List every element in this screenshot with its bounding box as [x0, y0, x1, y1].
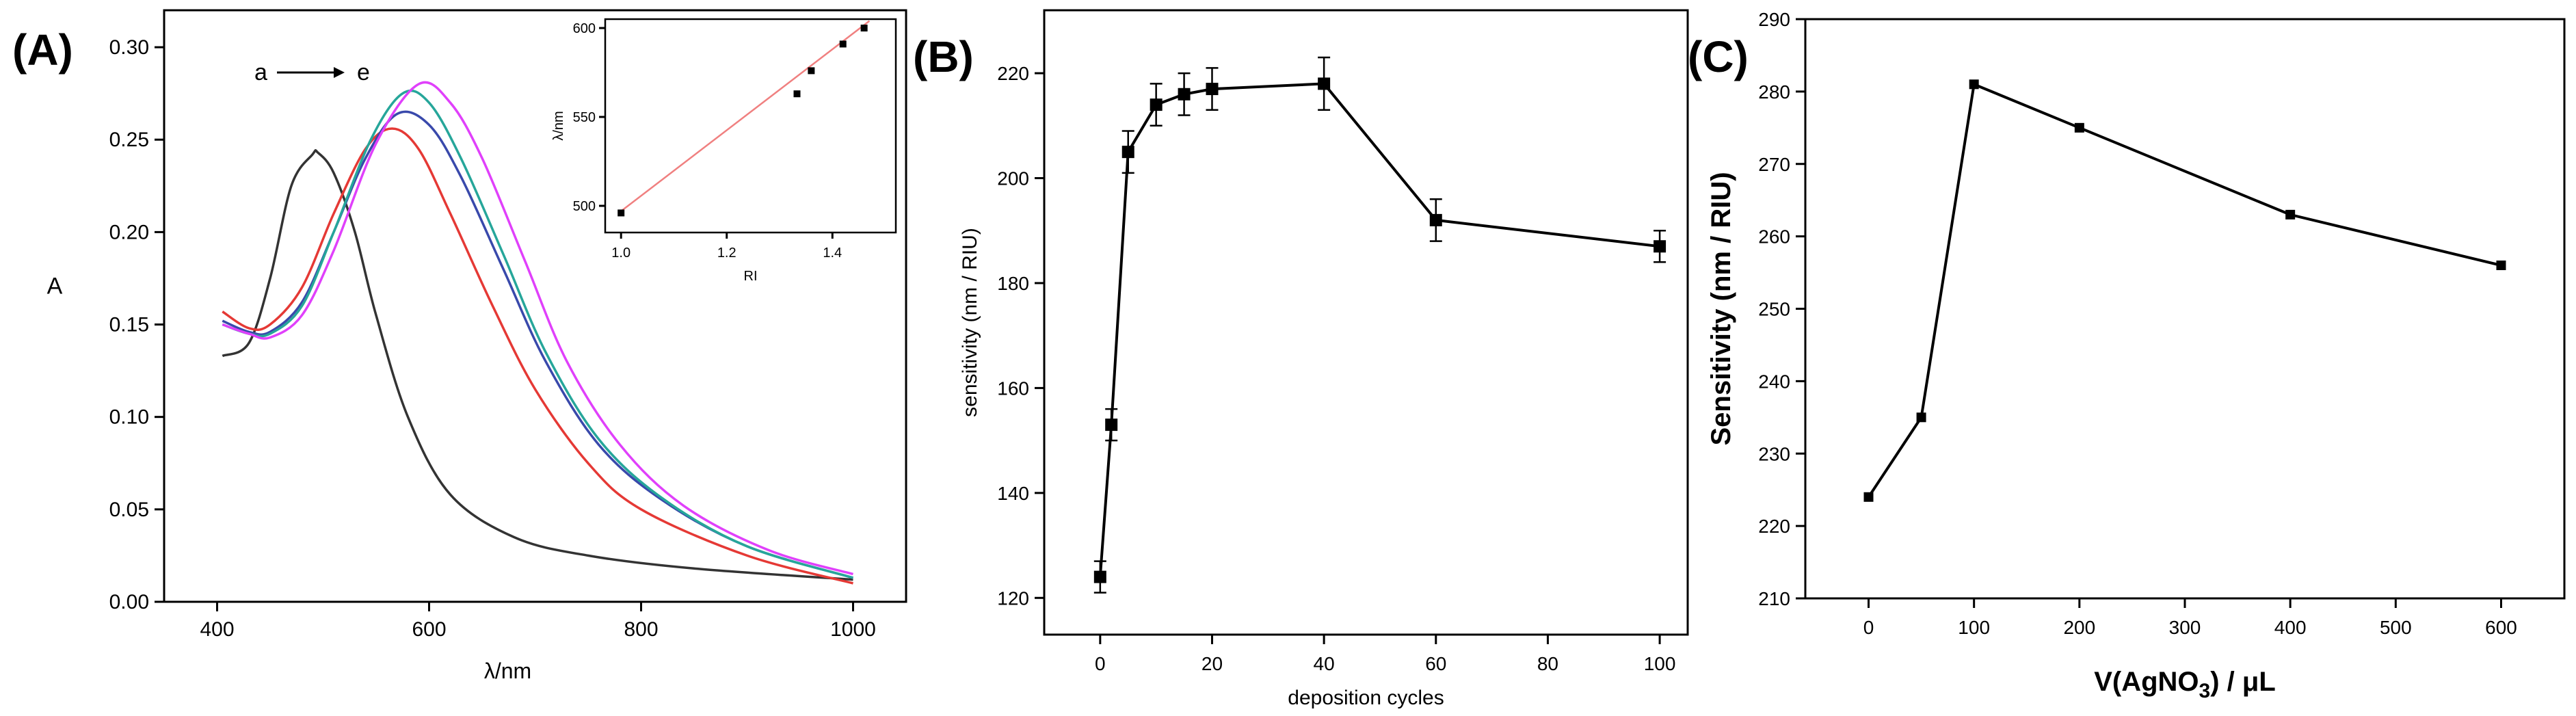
- y-tick-label: 230: [1758, 443, 1790, 464]
- inset-data-point: [618, 209, 625, 217]
- y-tick-label: 270: [1758, 154, 1790, 175]
- x-tick-label: 0: [1095, 653, 1106, 674]
- y-tick-label: 0.25: [109, 129, 149, 151]
- x-tick-label: 600: [2485, 617, 2517, 638]
- panel-a-plot-frame: [163, 9, 907, 603]
- inset-x-tick-label: 1.0: [611, 246, 630, 261]
- y-tick-label: 0.30: [109, 36, 149, 59]
- y-axis-label: Sensitivity (nm / RIU): [1706, 172, 1736, 445]
- spectrum-curve-3: [222, 89, 854, 579]
- annotation-start-label: a: [254, 59, 267, 85]
- x-axis-label: deposition cycles: [1288, 687, 1444, 709]
- inset-data-point: [793, 90, 801, 98]
- data-point: [1093, 570, 1106, 583]
- y-tick-label: 0.15: [109, 314, 149, 336]
- x-axis-label: λ/nm: [484, 659, 531, 683]
- x-tick-label: 200: [2063, 617, 2095, 638]
- y-tick-label: 220: [997, 63, 1029, 84]
- y-tick-label: 260: [1758, 226, 1790, 248]
- y-tick-label: 200: [997, 168, 1029, 189]
- data-point: [2285, 209, 2296, 220]
- inset-data-point: [808, 67, 815, 75]
- x-tick-label: 600: [412, 618, 446, 641]
- chart-panel-c: 0 100 200 300 400 500 600 210 220 230 240 250 260 270…: [1706, 9, 2566, 702]
- inset-data-point: [860, 25, 868, 31]
- x-tick-label: 80: [1537, 653, 1558, 674]
- panel-label-c: (C): [1688, 32, 1749, 81]
- y-tick-label: 280: [1758, 81, 1790, 103]
- inset-frame: [604, 18, 897, 234]
- panel-b-plot-frame: [1043, 9, 1689, 636]
- y-axis-label: sensitivity (nm / RIU): [959, 228, 981, 417]
- x-tick-label: 500: [2380, 617, 2412, 638]
- data-point: [2496, 260, 2506, 270]
- y-tick-label: 140: [997, 483, 1029, 504]
- x-tick-label: 100: [1644, 653, 1676, 674]
- data-point: [1121, 146, 1134, 159]
- y-tick-label: 0.10: [109, 406, 149, 429]
- x-tick-label: 1000: [830, 618, 876, 641]
- inset-x-axis-label: RI: [744, 269, 758, 284]
- y-tick-label: 240: [1758, 371, 1790, 392]
- data-point: [1916, 412, 1926, 423]
- x-tick-label: 100: [1958, 617, 1990, 638]
- data-point: [1178, 88, 1191, 101]
- series-line: [1098, 82, 1660, 577]
- inset-x-tick-label: 1.4: [823, 246, 842, 261]
- x-tick-label: 40: [1314, 653, 1335, 674]
- panel-label-b: (B): [913, 32, 974, 81]
- y-tick-label: 250: [1758, 299, 1790, 320]
- x-tick-label: 300: [2169, 617, 2201, 638]
- y-tick-label: 220: [1758, 516, 1790, 537]
- inset-y-tick-label: 500: [573, 199, 596, 214]
- y-axis-label: A: [47, 274, 63, 300]
- annotation-arrowhead: [334, 67, 345, 78]
- annotation-end-label: e: [357, 59, 370, 85]
- y-tick-label: 210: [1758, 588, 1790, 609]
- series-line: [1867, 82, 2501, 498]
- x-tick-label: 800: [624, 618, 658, 641]
- data-point: [1969, 79, 1979, 90]
- chart-panel-a: 400 600 800 1000 0.00 0.05 0.10 0.15 0.20 0.25 0.3…: [47, 9, 907, 683]
- spectrum-curve-1: [222, 127, 853, 585]
- data-point: [1206, 83, 1219, 96]
- x-tick-label: 0: [1863, 617, 1874, 638]
- y-tick-label: 120: [997, 587, 1029, 609]
- panel-label-a: (A): [12, 25, 73, 75]
- inset-fit-line: [620, 20, 871, 212]
- spectrum-curve-4: [222, 81, 853, 576]
- x-tick-label: 60: [1425, 653, 1446, 674]
- chart-panel-b: 0 20 40 60 80 100 120 140 160 180 200 220 deposition…: [959, 9, 1689, 709]
- data-point: [1318, 77, 1331, 90]
- inset-y-tick-label: 600: [573, 21, 596, 36]
- panel-c-plot-frame: [1804, 18, 2566, 600]
- data-point: [1429, 213, 1442, 226]
- x-tick-label: 400: [200, 618, 234, 641]
- inset-data-point: [839, 40, 847, 48]
- y-tick-label: 0.20: [109, 221, 149, 243]
- y-tick-label: 290: [1758, 9, 1790, 30]
- data-point: [1105, 419, 1118, 432]
- data-point: [1150, 98, 1163, 111]
- inset-x-tick-label: 1.2: [717, 246, 736, 261]
- inset-y-axis-label: λ/nm: [551, 111, 566, 140]
- x-tick-label: 20: [1201, 653, 1223, 674]
- y-tick-label: 0.00: [109, 591, 149, 613]
- x-tick-label: 400: [2274, 617, 2307, 638]
- y-tick-label: 180: [997, 273, 1029, 294]
- data-point: [2074, 122, 2084, 133]
- inset-y-tick-label: 550: [573, 110, 596, 125]
- spectrum-curve-2: [222, 110, 854, 579]
- y-tick-label: 0.05: [109, 499, 149, 521]
- data-point: [1863, 492, 1874, 502]
- y-tick-label: 160: [997, 377, 1029, 399]
- spectrum-curve-0: [222, 148, 853, 581]
- x-axis-label: V(AgNO3) / μL: [2094, 667, 2276, 702]
- data-point: [1654, 240, 1667, 253]
